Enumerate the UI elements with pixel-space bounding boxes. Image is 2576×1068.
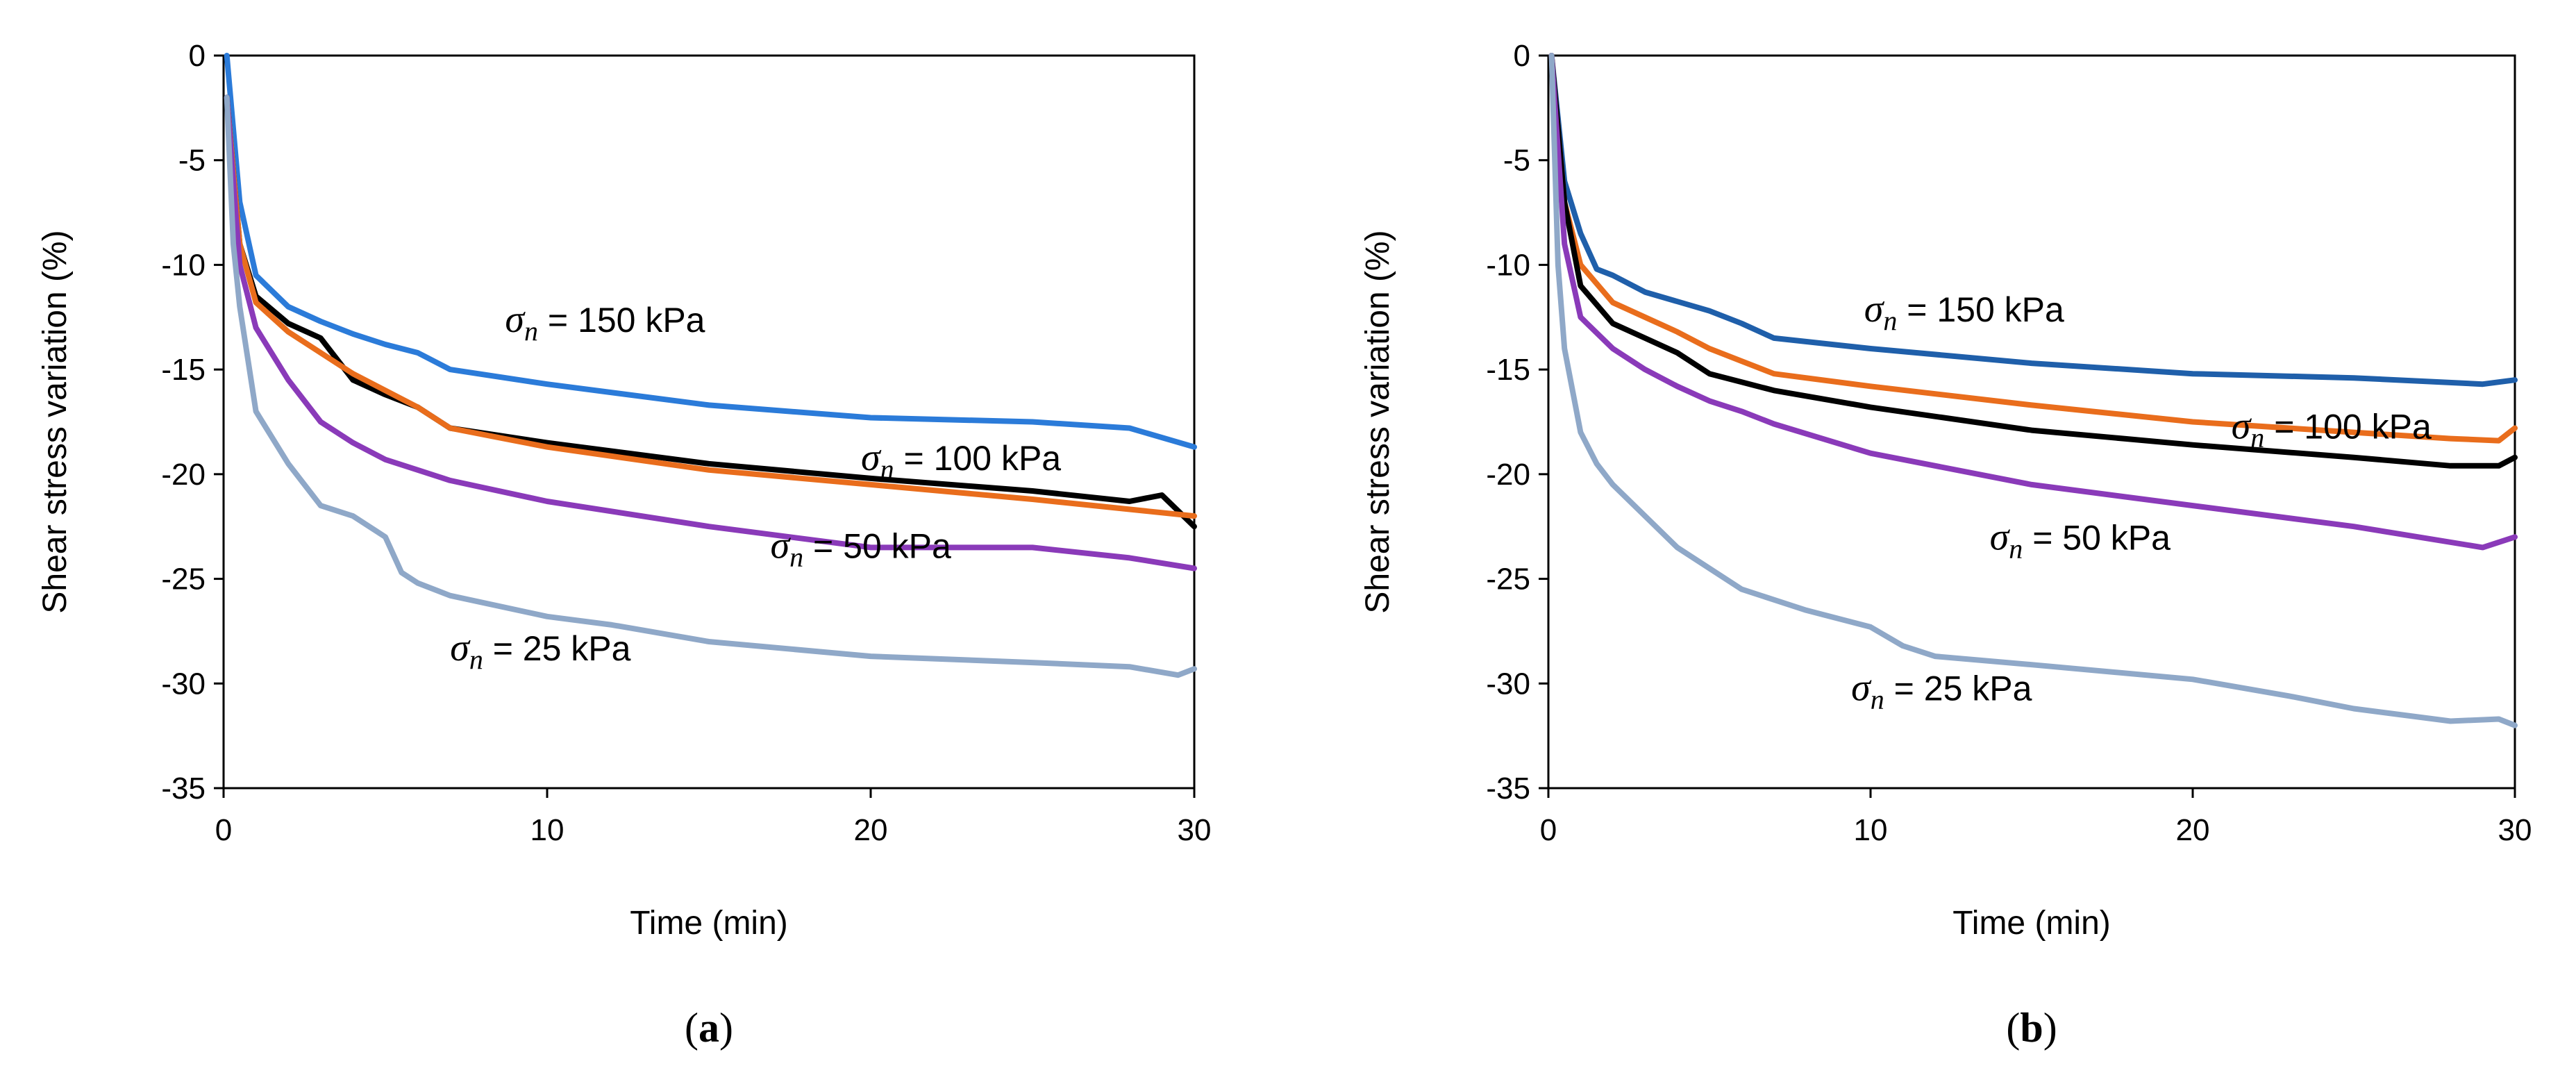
chart-b-annotation-100: σn = 100 kPa xyxy=(2232,405,2432,453)
chart-panel-a: 0 -5 -10 -15 -20 -25 -30 -35 0 10 20 30 Time (min) Sh… xyxy=(37,39,1212,1051)
chart-b-y-tick-label: -15 xyxy=(1486,353,1530,387)
chart-a-y-tick-label: -10 xyxy=(161,248,206,282)
chart-a-y-tick-label: -15 xyxy=(161,353,206,387)
chart-b-y-tick-label: -5 xyxy=(1503,144,1530,178)
chart-b-x-tick-label: 10 xyxy=(1854,813,1888,847)
chart-b-panel-label: (b) xyxy=(2006,1005,2057,1051)
chart-a-x-tick-label: 10 xyxy=(530,813,564,847)
chart-b-y-tick-label: 0 xyxy=(1514,39,1530,73)
chart-panel-b: 0 -5 -10 -15 -20 -25 -30 -35 0 10 20 30 Time (min) Sh… xyxy=(1291,0,2576,1068)
chart-b-x-tick-label: 0 xyxy=(1540,813,1557,847)
chart-a-x-tick-label: 0 xyxy=(215,813,232,847)
chart-a-x-tick-label: 30 xyxy=(1178,813,1212,847)
chart-b-series-line-1 xyxy=(1548,53,2518,444)
chart-b-annotation-50: σn = 50 kPa xyxy=(1990,515,2171,564)
chart-b-x-axis-title: Time (min) xyxy=(1952,905,2111,942)
chart-a-annotation-50: σn = 50 kPa xyxy=(771,524,951,572)
chart-b-series-line-3 xyxy=(1548,53,2518,551)
chart-a-series-line-4 xyxy=(224,94,1197,678)
chart-b-x-tick-label: 30 xyxy=(2498,813,2532,847)
chart-a-y-tick-label: -30 xyxy=(161,667,206,701)
chart-a-y-axis-title: Shear stress variation (%) xyxy=(37,230,74,613)
chart-a-y-tick-label: 0 xyxy=(189,39,206,73)
chart-a-series-line-3 xyxy=(224,94,1197,571)
chart-b-series-line-0 xyxy=(1548,53,2518,387)
chart-a-series-line-2 xyxy=(224,94,1197,519)
chart-b-series-line-2 xyxy=(1548,53,2518,469)
chart-b-y-tick-label: -30 xyxy=(1486,667,1530,701)
chart-a-panel-label: (a) xyxy=(685,1005,733,1051)
chart-b-y-axis-title: Shear stress variation (%) xyxy=(1360,230,1396,613)
chart-b-y-tick-label: -20 xyxy=(1486,458,1530,492)
chart-b-svg: 0 -5 -10 -15 -20 -25 -30 -35 0 10 20 30 Time (min) Sh… xyxy=(1360,39,2532,1051)
chart-a-y-tick-label: -20 xyxy=(161,458,206,492)
chart-b-annotation-25: σn = 25 kPa xyxy=(1851,666,2032,715)
chart-b-x-tick-label: 20 xyxy=(2176,813,2210,847)
chart-b-series-line-4 xyxy=(1548,53,2518,728)
chart-a-y-tick-label: -35 xyxy=(161,771,206,806)
chart-a-y-tick-label: -25 xyxy=(161,562,206,596)
chart-a-annotation-100: σn = 100 kPa xyxy=(861,436,1061,485)
chart-b-y-tick-label: -35 xyxy=(1486,771,1530,806)
chart-a-series-line-0 xyxy=(224,53,1197,450)
chart-a-x-axis-title: Time (min) xyxy=(630,905,788,942)
chart-a-annotation-25: σn = 25 kPa xyxy=(450,626,630,675)
chart-b-y-tick-label: -10 xyxy=(1486,248,1530,282)
chart-b-annotation-150: σn = 150 kPa xyxy=(1864,287,2064,336)
chart-b-y-tick-label: -25 xyxy=(1486,562,1530,596)
chart-a-y-tick-label: -5 xyxy=(178,144,206,178)
chart-a-svg: 0 -5 -10 -15 -20 -25 -30 -35 0 10 20 30 Time (min) Sh… xyxy=(37,39,1212,1051)
chart-a-annotation-150: σn = 150 kPa xyxy=(505,298,705,347)
chart-a-x-tick-label: 20 xyxy=(854,813,888,847)
